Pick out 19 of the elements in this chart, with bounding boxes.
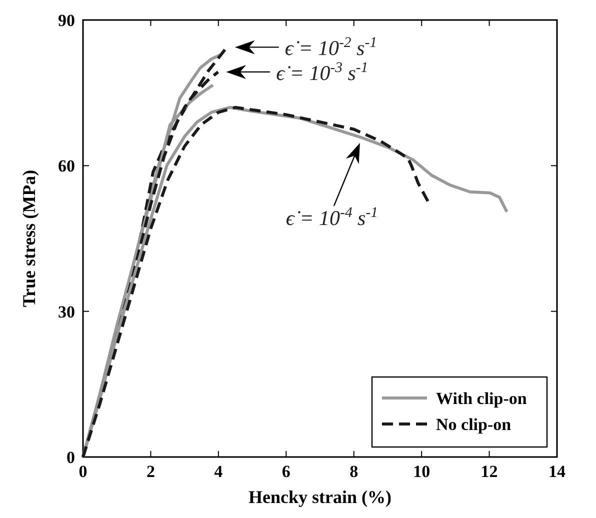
y-tick-label: 90 (58, 11, 75, 30)
y-tick-label: 30 (58, 302, 75, 322)
x-tick-label: 0 (78, 462, 88, 481)
y-tick-label: 60 (58, 156, 75, 176)
legend-label: With clip-on (436, 389, 528, 408)
y-axis-title: True stress (MPa) (19, 170, 39, 308)
x-tick-label: 2 (146, 462, 155, 481)
x-axis-title: Hencky strain (%) (248, 487, 392, 507)
legend-label: No clip-on (436, 415, 512, 434)
x-tick-label: 10 (413, 462, 430, 481)
x-tick-label: 12 (480, 462, 498, 481)
x-tick-label: 14 (548, 462, 566, 481)
annotation: ϵ̇ = 10$^{-2}$ s$^{-1}$ (284, 35, 377, 60)
x-tick-label: 6 (282, 462, 290, 481)
annotation: ϵ̇ = 10$^{-3}$ s$^{-1}$ (276, 60, 368, 85)
annotation: ϵ̇ = 10$^{-4}$ s$^{-1}$ (286, 204, 378, 230)
y-tick-label: 0 (66, 448, 75, 467)
x-tick-label: 4 (214, 462, 224, 481)
x-tick-label: 8 (350, 462, 358, 481)
